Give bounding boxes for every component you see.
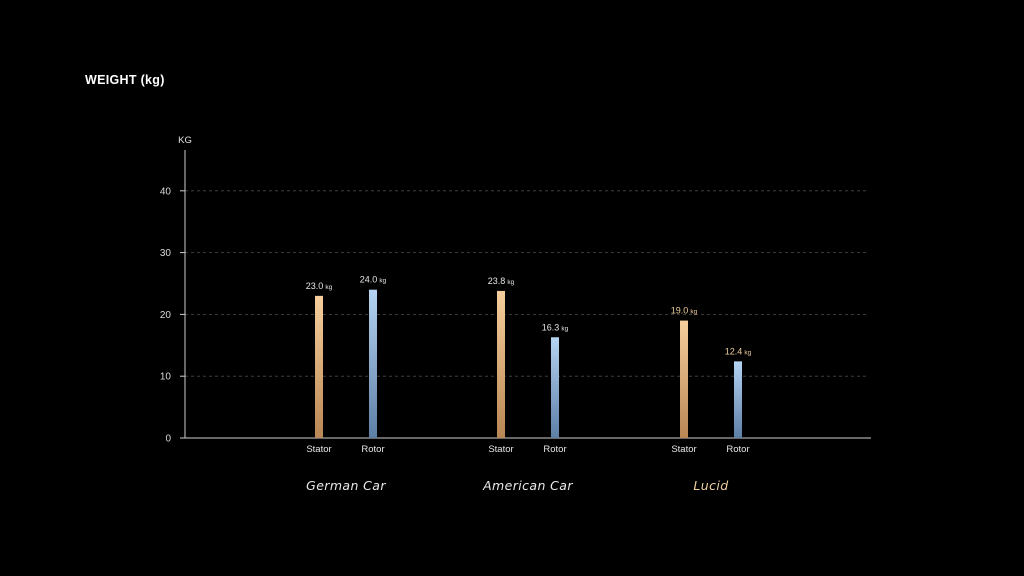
bar-value-label: 23.0 kg bbox=[306, 281, 333, 291]
bars bbox=[315, 289, 742, 438]
y-tick-label: 0 bbox=[165, 434, 171, 445]
bar-category-label: Stator bbox=[671, 444, 696, 455]
stator-bar-american-car bbox=[497, 290, 505, 438]
axes bbox=[180, 150, 871, 439]
bar-category-label: Rotor bbox=[726, 444, 749, 455]
bar-category-label: Stator bbox=[306, 444, 331, 455]
bar-value-label: 16.3 kg bbox=[542, 322, 569, 332]
rotor-bar-american-car bbox=[551, 337, 559, 438]
bar-value-label: 19.0 kg bbox=[671, 306, 698, 316]
labels: 0 10 20 30 40 KG 23.0 kg Stator 24.0 kg Rotor German… bbox=[160, 135, 752, 493]
group-label: Lucid bbox=[693, 478, 728, 493]
y-axis-unit-label: KG bbox=[178, 135, 192, 146]
y-tick-label: 20 bbox=[160, 310, 172, 321]
bar-value-label: 23.8 kg bbox=[488, 276, 515, 286]
y-tick-label: 40 bbox=[160, 186, 172, 197]
stator-bar-german-car bbox=[315, 295, 323, 438]
rotor-bar-german-car bbox=[369, 289, 377, 438]
stator-bar-lucid bbox=[680, 320, 688, 438]
y-tick-label: 10 bbox=[160, 372, 172, 383]
bar-category-label: Rotor bbox=[361, 444, 384, 455]
y-tick-label: 30 bbox=[160, 248, 172, 259]
group-label: German Car bbox=[306, 478, 386, 493]
rotor-bar-lucid bbox=[734, 361, 742, 438]
bar-value-label: 24.0 kg bbox=[360, 275, 387, 285]
bar-category-label: Stator bbox=[488, 444, 513, 455]
bar-category-label: Rotor bbox=[543, 444, 566, 455]
group-label: American Car bbox=[482, 478, 573, 493]
bar-value-label: 12.4 kg bbox=[725, 346, 752, 356]
page-title: WEIGHT (kg) bbox=[85, 73, 165, 87]
grid-lines bbox=[185, 190, 866, 377]
